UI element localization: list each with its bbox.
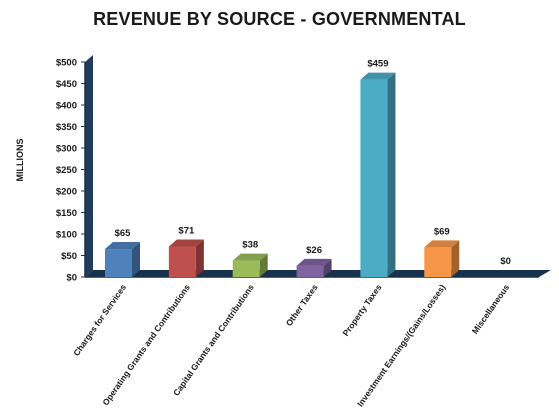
data-label: $69: [434, 226, 450, 237]
x-tick-label: Charges for Services: [71, 282, 128, 358]
bar-side: [259, 253, 268, 277]
bar: [168, 246, 196, 277]
y-tick-label: $0: [66, 273, 77, 284]
bar: [424, 247, 452, 277]
bar: [105, 249, 132, 277]
bar-top: [232, 253, 268, 261]
y-tick-label: $250: [56, 165, 77, 176]
y-axis-wall: [85, 55, 93, 277]
bar-top: [296, 258, 332, 266]
data-label: $0: [500, 256, 511, 267]
bar: [296, 265, 324, 277]
bar-side: [132, 242, 140, 277]
y-tick-label: $400: [56, 101, 77, 112]
chart-title: REVENUE BY SOURCE - GOVERNMENTAL: [93, 9, 466, 29]
data-label: $71: [178, 225, 195, 236]
y-tick-label: $350: [56, 122, 77, 133]
y-tick-label: $150: [56, 208, 77, 219]
bar-top: [105, 242, 140, 250]
y-tick-label: $50: [61, 251, 77, 262]
bar: [360, 79, 388, 277]
y-tick-label: $100: [56, 230, 77, 241]
bar-top: [168, 239, 204, 247]
data-label: $459: [367, 59, 388, 70]
data-label: $38: [242, 240, 258, 251]
y-tick-label: $300: [56, 144, 77, 155]
bar: [232, 260, 260, 277]
y-tick-label: $500: [56, 58, 77, 69]
bar-top: [360, 72, 396, 80]
bar-side: [323, 258, 332, 277]
y-tick-label: $450: [56, 79, 77, 90]
data-label: $26: [306, 245, 322, 256]
bar-side: [195, 239, 204, 277]
bar-side: [451, 240, 460, 277]
data-label: $65: [115, 228, 132, 239]
x-tick-label: Property Taxes: [341, 282, 384, 338]
x-tick-label: Miscellaneous: [470, 282, 512, 336]
x-tick-label: Other Taxes: [284, 282, 320, 328]
bar-top: [424, 240, 460, 248]
bar-side: [387, 72, 396, 277]
y-tick-label: $200: [56, 187, 77, 198]
